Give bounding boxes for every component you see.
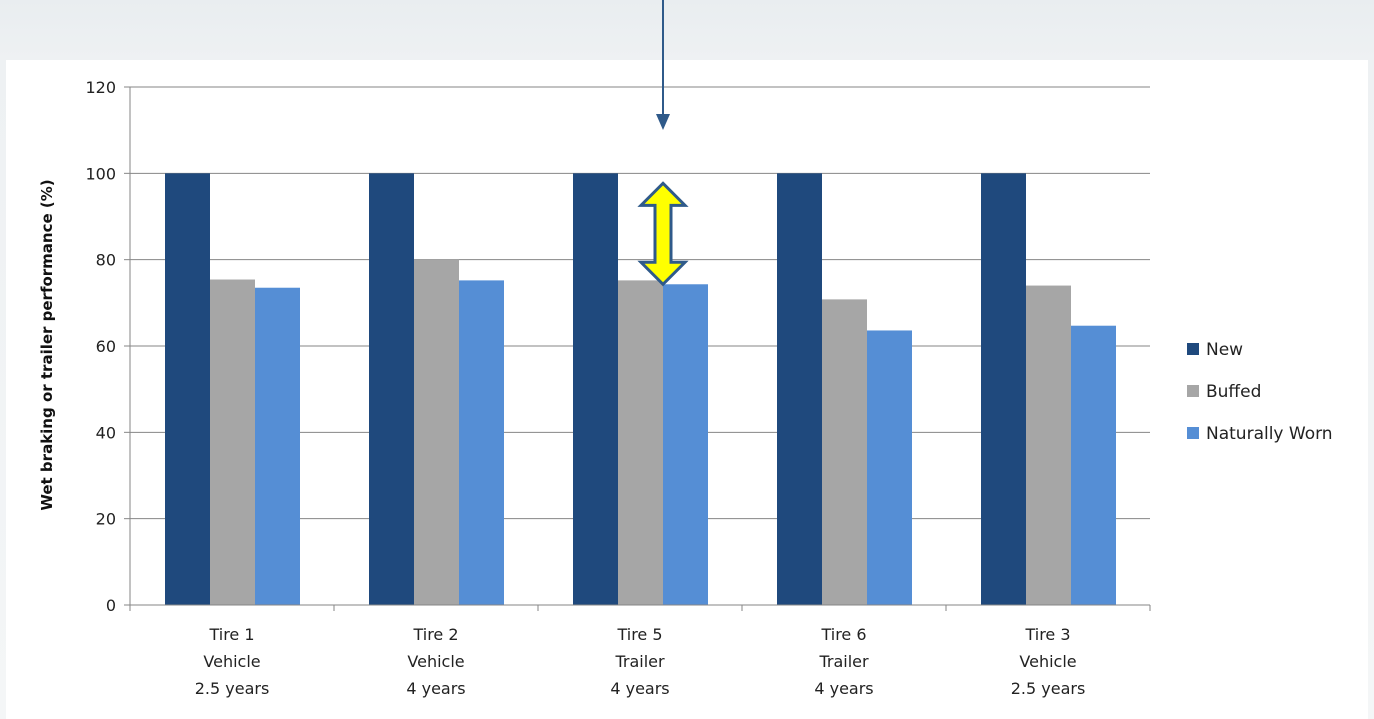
legend-label: Naturally Worn (1206, 424, 1333, 444)
bar-naturally-worn (1071, 325, 1116, 605)
x-category-label: Tire 1 (208, 625, 254, 644)
x-category-label: Vehicle (203, 652, 260, 671)
x-category-label: Tire 5 (616, 625, 662, 644)
y-tick-labels: 0 20 40 60 80 100 120 (85, 78, 116, 615)
x-tick-labels: Tire 1 Vehicle 2.5 years Tire 2 Vehicle 4 yea… (195, 625, 1086, 698)
legend-swatch (1187, 427, 1199, 439)
legend: New Buffed Naturally Worn (1187, 340, 1333, 444)
axes (124, 86, 1151, 611)
legend-label: New (1206, 340, 1243, 360)
bar-new (981, 173, 1026, 606)
bar-buffed (414, 259, 459, 605)
bar-naturally-worn (867, 330, 912, 605)
x-category-label: 4 years (406, 679, 465, 698)
pointer-arrow-head (656, 114, 670, 130)
legend-swatch (1187, 385, 1199, 397)
y-tick-label: 60 (96, 337, 116, 356)
bar-new (573, 173, 618, 606)
x-category-label: Vehicle (407, 652, 464, 671)
bar-buffed (210, 279, 255, 605)
legend-swatch (1187, 343, 1199, 355)
bar-buffed (618, 280, 663, 605)
bar-new (165, 173, 210, 606)
x-category-label: Tire 6 (820, 625, 866, 644)
bar-naturally-worn (255, 287, 300, 605)
double-arrow-highlight (637, 181, 689, 287)
x-category-label: 2.5 years (195, 679, 270, 698)
bar-naturally-worn (663, 284, 708, 605)
annotations (637, 0, 689, 287)
x-category-label: Trailer (614, 652, 665, 671)
x-category-label: Tire 3 (1024, 625, 1070, 644)
y-tick-label: 100 (85, 164, 116, 183)
bar-new (777, 173, 822, 606)
bar-new (369, 173, 414, 606)
bar-naturally-worn (459, 280, 504, 605)
x-category-label: 4 years (814, 679, 873, 698)
y-tick-label: 20 (96, 510, 116, 529)
x-category-label: Tire 2 (412, 625, 458, 644)
y-tick-label: 40 (96, 423, 116, 442)
y-tick-label: 0 (106, 596, 116, 615)
legend-label: Buffed (1206, 382, 1261, 402)
x-category-label: Vehicle (1019, 652, 1076, 671)
x-category-label: Trailer (818, 652, 869, 671)
y-axis-title: Wet braking or trailer performance (%) (38, 179, 56, 510)
x-category-label: 2.5 years (1011, 679, 1086, 698)
x-category-label: 4 years (610, 679, 669, 698)
y-tick-label: 120 (85, 78, 116, 97)
bar-buffed (822, 299, 867, 605)
bar-buffed (1026, 285, 1071, 605)
bars (165, 173, 1116, 606)
y-tick-label: 80 (96, 251, 116, 270)
